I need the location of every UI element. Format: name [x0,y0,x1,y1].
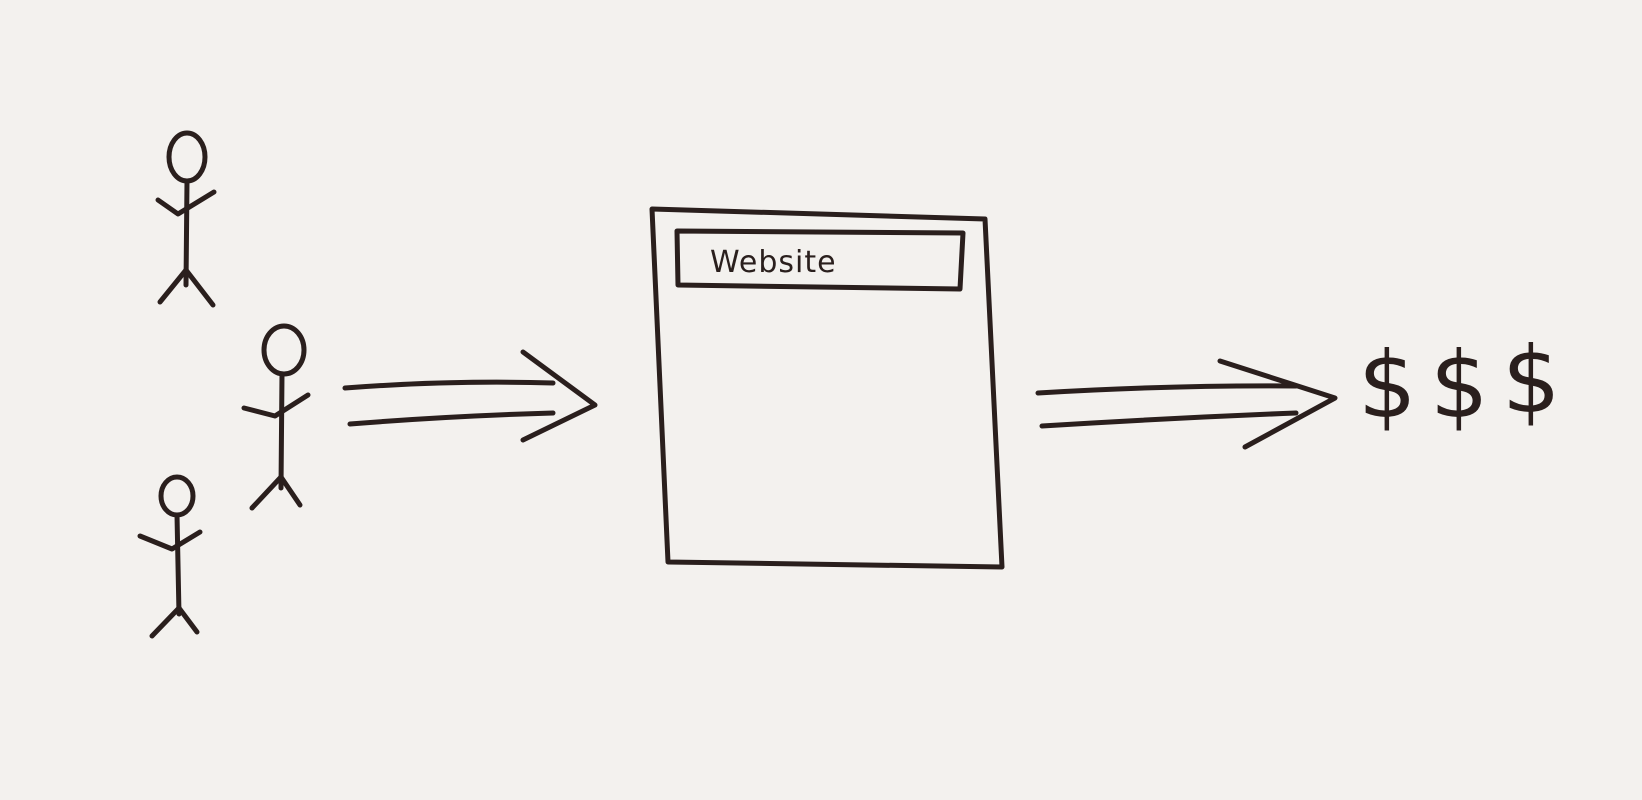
dollar-symbol-1: $ [1358,332,1417,439]
person-figure-2 [241,323,311,511]
website-window: Website [649,206,1005,570]
dollar-symbol-3: $ [1502,327,1561,434]
website-title-bar [674,228,966,292]
person-figure-1 [155,130,217,308]
arrow-website-to-money [1035,358,1338,450]
website-title-label: Website [710,245,837,280]
dollar-symbol-2: $ [1430,332,1489,439]
arrow-people-to-website [342,349,598,443]
person-figure-3 [137,474,203,639]
money-result: $ $ $ [1358,327,1561,439]
